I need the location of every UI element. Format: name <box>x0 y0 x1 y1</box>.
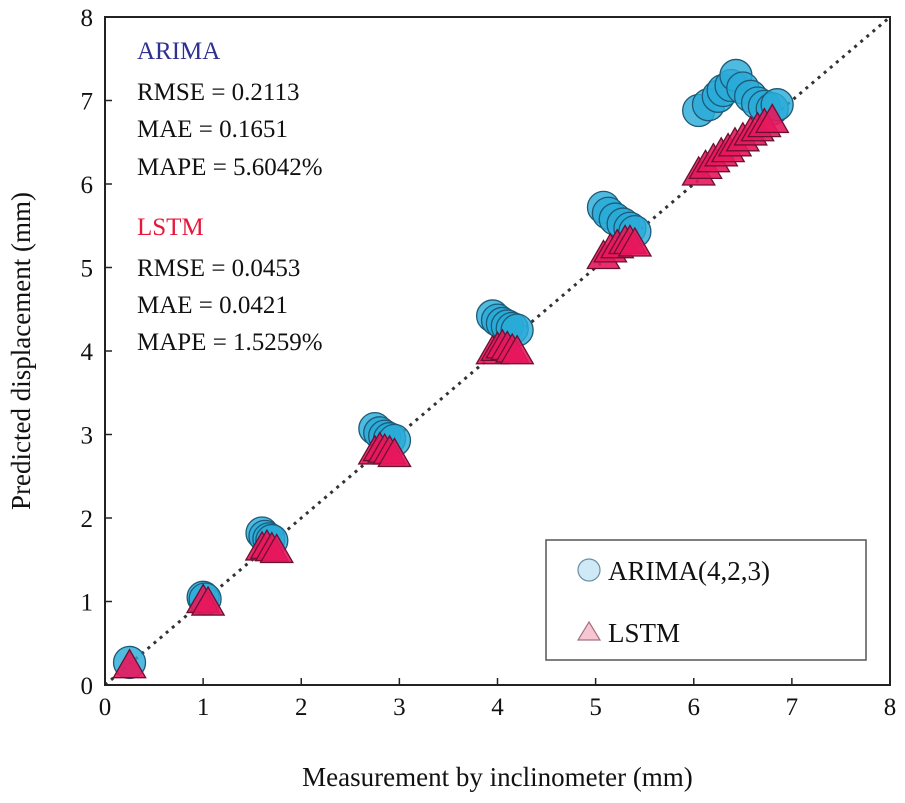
lstm-series <box>112 103 790 679</box>
y-tick-label: 6 <box>81 172 94 199</box>
arima-mape: MAPE = 5.6042% <box>137 154 323 181</box>
arima-metrics-title: ARIMA <box>137 38 220 65</box>
lstm-point <box>754 103 790 134</box>
y-tick-label: 2 <box>81 506 94 533</box>
lstm-metrics-title: LSTM <box>137 214 204 241</box>
x-tick-label: 8 <box>884 694 897 721</box>
x-tick-label: 7 <box>786 694 799 721</box>
x-tick-label: 4 <box>491 694 504 721</box>
y-tick-label: 5 <box>81 256 94 283</box>
legend-lstm-marker <box>576 620 602 641</box>
arima-rmse: RMSE = 0.2113 <box>137 79 300 106</box>
y-tick-label: 1 <box>81 590 94 617</box>
y-tick-label: 4 <box>81 339 94 366</box>
lstm-point <box>259 533 294 564</box>
lstm-point <box>112 648 147 679</box>
lstm-metrics: LSTM RMSE = 0.0453 MAE = 0.0421 MAPE = 1… <box>137 214 323 356</box>
legend-lstm-label: LSTM <box>608 618 680 648</box>
lstm-mape: MAPE = 1.5259% <box>137 329 323 356</box>
y-tick-label: 8 <box>81 5 94 32</box>
y-tick-label: 3 <box>81 423 94 450</box>
legend-arima-marker <box>577 558 601 582</box>
lstm-rmse: RMSE = 0.0453 <box>137 255 300 282</box>
x-tick-label: 1 <box>197 694 210 721</box>
x-tick-label: 5 <box>589 694 602 721</box>
y-tick-label: 0 <box>81 673 94 700</box>
lstm-point <box>190 585 226 616</box>
x-tick-label: 3 <box>393 694 406 721</box>
y-tick-label: 7 <box>81 89 94 116</box>
y-axis-title: Predicted displacement (mm) <box>6 192 36 510</box>
lstm-mae: MAE = 0.0421 <box>137 292 288 319</box>
arima-metrics: ARIMA RMSE = 0.2113 MAE = 0.1651 MAPE = … <box>137 38 323 181</box>
legend: ARIMA(4,2,3) LSTM <box>545 539 867 661</box>
lstm-point <box>499 334 535 365</box>
x-tick-label: 0 <box>99 694 112 721</box>
lstm-point <box>617 226 653 257</box>
legend-arima-label: ARIMA(4,2,3) <box>608 556 770 586</box>
x-tick-label: 6 <box>688 694 701 721</box>
lstm-point <box>377 437 412 468</box>
x-axis-title: Measurement by inclinometer (mm) <box>302 762 693 792</box>
x-tick-label: 2 <box>295 694 308 721</box>
arima-mae: MAE = 0.1651 <box>137 116 288 143</box>
